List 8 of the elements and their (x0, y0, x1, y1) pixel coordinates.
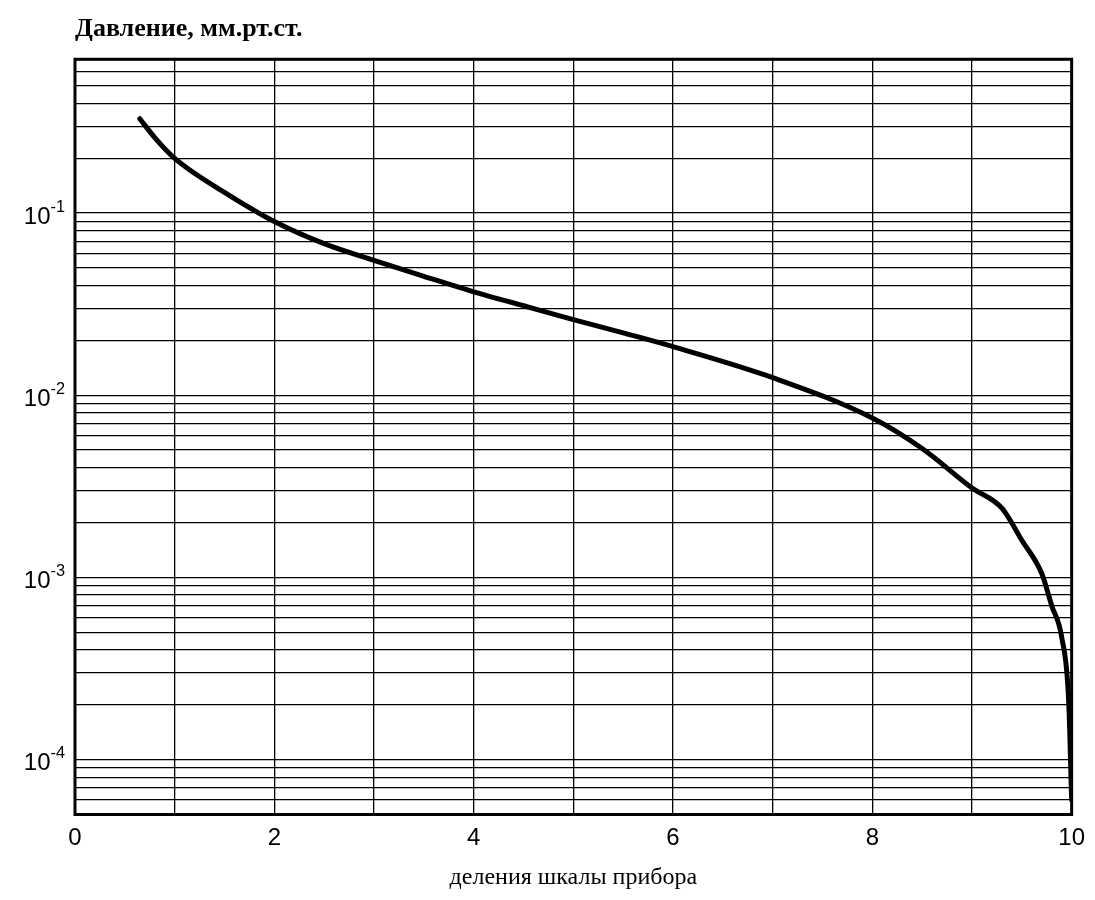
x-axis-title: деления шкалы прибора (449, 862, 698, 889)
x-tick-label: 8 (865, 823, 879, 851)
x-tick-label: 4 (466, 823, 481, 851)
x-tick-label: 6 (666, 823, 680, 851)
x-tick-label: 2 (267, 823, 282, 851)
x-tick-label: 0 (68, 823, 82, 851)
x-tick-label: 10 (1058, 823, 1085, 851)
chart-title: Давление, мм.рт.ст. (75, 13, 303, 43)
